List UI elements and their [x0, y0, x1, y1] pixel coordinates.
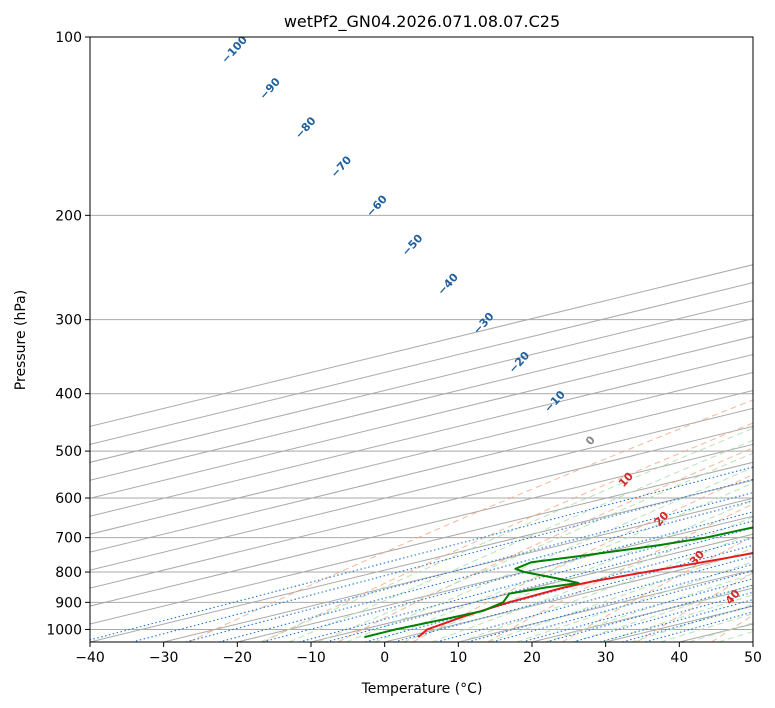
mixing-ratio-line	[394, 544, 753, 642]
y-tick-label: 600	[55, 491, 82, 507]
mixing-ratio-line	[521, 578, 753, 642]
temperature-profile-line	[417, 552, 753, 638]
dry-adiabat-line	[188, 399, 753, 642]
plot-area	[90, 37, 753, 642]
moist-adiabat-line	[317, 452, 753, 642]
isotherm-line	[90, 264, 753, 427]
x-tick-label: 30	[597, 650, 615, 666]
dry-adiabat-line	[337, 447, 753, 642]
x-axis-title: Temperature (°C)	[361, 681, 483, 697]
moist-adiabat-line	[374, 482, 753, 642]
isotherm-line	[163, 497, 753, 642]
isotherm-line	[90, 479, 753, 642]
isotherm-line	[90, 461, 753, 625]
dewpoint-profile-line	[364, 526, 753, 639]
mixing-ratio-line	[436, 555, 753, 642]
chart-title: wetPf2_GN04.2026.071.08.07.C25	[284, 12, 560, 32]
y-tick-label: 900	[55, 595, 82, 611]
mixing-ratio-line	[90, 466, 753, 641]
isotherm-line	[310, 533, 753, 642]
moist-adiabat-line	[260, 427, 753, 642]
x-tick-label: −10	[296, 650, 326, 666]
mixing-ratio-line	[262, 511, 753, 642]
y-tick-label: 1000	[46, 622, 82, 638]
isotherm-line	[90, 425, 753, 589]
isotherm-line	[90, 336, 753, 499]
y-tick-label: 400	[55, 387, 82, 403]
moist-adiabat-line	[459, 532, 753, 642]
x-tick-label: 50	[744, 650, 762, 666]
isotherm-line	[90, 407, 753, 571]
moist-adiabat-line	[288, 439, 753, 642]
isotherm-line	[237, 515, 753, 642]
mixing-ratio-line	[299, 520, 753, 642]
y-tick-label: 800	[55, 565, 82, 581]
mixing-ratio-line	[546, 584, 753, 642]
plot-frame	[89, 36, 754, 643]
mixing-ratio-line	[131, 478, 753, 642]
y-tick-label: 100	[55, 30, 82, 46]
isotherm-line	[90, 318, 753, 481]
dry-adiabat-line	[562, 535, 753, 642]
x-tick-label: 10	[449, 650, 467, 666]
mixing-ratio-line	[467, 563, 753, 642]
dry-adiabat-line	[263, 422, 753, 642]
x-tick-label: 40	[670, 650, 688, 666]
x-tick-label: −30	[149, 650, 179, 666]
x-tick-label: −40	[75, 650, 105, 666]
isotherm-line	[90, 300, 753, 463]
x-tick-label: 20	[523, 650, 541, 666]
y-tick-label: 200	[55, 208, 82, 224]
moist-adiabat-line	[346, 466, 753, 642]
y-tick-label: 500	[55, 444, 82, 460]
y-tick-label: 700	[55, 531, 82, 547]
isotherm-line	[90, 282, 753, 445]
dry-adiabat-line	[636, 572, 753, 642]
isotherm-line	[90, 443, 753, 607]
isotherm-line	[90, 389, 753, 553]
moist-adiabat-line	[516, 561, 753, 642]
mixing-ratio-line	[492, 570, 753, 642]
y-tick-label: 300	[55, 313, 82, 329]
y-axis-title: Pressure (hPa)	[13, 290, 29, 390]
moist-adiabat-line	[431, 516, 753, 642]
x-tick-label: −20	[223, 650, 253, 666]
x-tick-label: 0	[380, 650, 389, 666]
